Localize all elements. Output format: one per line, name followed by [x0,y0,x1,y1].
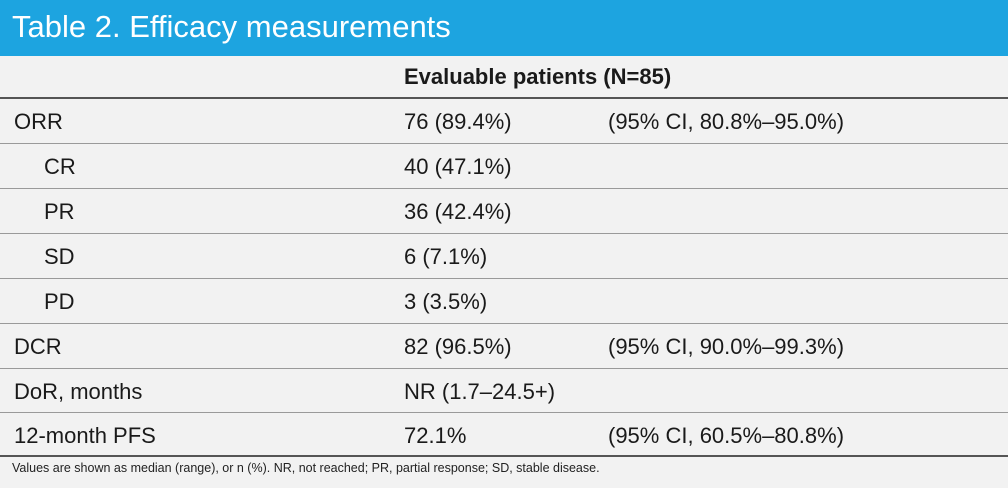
table-row-dcr: DCR 82 (96.5%) (95% CI, 90.0%–99.3%) [0,324,1008,369]
row-label: PR [44,199,75,224]
table-footnote: Values are shown as median (range), or n… [12,461,600,475]
table-row-pfs: 12-month PFS 72.1% (95% CI, 60.5%–80.8%) [0,413,1008,457]
row-value: NR (1.7–24.5+) [404,379,556,404]
table-title: Table 2. Efficacy measurements [0,0,1008,56]
row-label: CR [44,154,76,179]
row-label: ORR [14,109,63,134]
row-label: DoR, months [14,379,143,404]
table-row-orr: ORR 76 (89.4%) (95% CI, 80.8%–95.0%) [0,99,1008,144]
table-row-pd: PD 3 (3.5%) [0,279,1008,324]
row-label: PD [44,289,75,314]
row-label: DCR [14,334,62,359]
row-value: 82 (96.5%) [404,334,512,359]
table-row-cr: CR 40 (47.1%) [0,144,1008,189]
row-value: 6 (7.1%) [404,244,488,269]
table-row-pr: PR 36 (42.4%) [0,189,1008,234]
table-row-sd: SD 6 (7.1%) [0,234,1008,279]
table-row-dor: DoR, months NR (1.7–24.5+) [0,369,1008,413]
row-value: 76 (89.4%) [404,109,512,134]
row-value: 72.1% [404,423,467,448]
row-ci: (95% CI, 80.8%–95.0%) [608,109,845,134]
row-ci: (95% CI, 60.5%–80.8%) [608,423,845,448]
row-value: 36 (42.4%) [404,199,512,224]
column-header: Evaluable patients (N=85) [404,64,672,89]
row-value: 3 (3.5%) [404,289,488,314]
row-value: 40 (47.1%) [404,154,512,179]
row-ci: (95% CI, 90.0%–99.3%) [608,334,845,359]
row-label: SD [44,244,75,269]
table-header: Evaluable patients (N=85) [0,56,1008,99]
row-label: 12-month PFS [14,423,156,448]
